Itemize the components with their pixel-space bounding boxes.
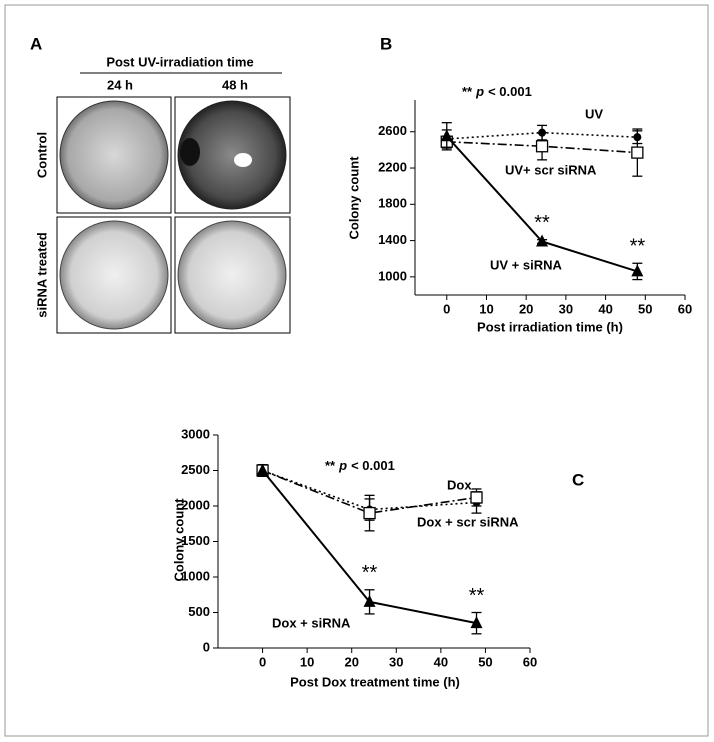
panel-label: C [572,470,584,489]
x-axis-title: Post Dox treatment time (h) [290,674,460,689]
annotation: ** p < 0.001 [325,458,395,473]
x-tick-label: 50 [638,301,652,316]
marker [470,616,483,629]
x-tick-label: 50 [478,654,492,669]
y-tick-label: 3000 [181,426,210,441]
x-tick-label: 60 [523,654,537,669]
x-tick-label: 10 [479,301,493,316]
y-tick-label: 1400 [378,232,407,247]
row-label: Control [34,132,49,178]
x-axis-title: Post irradiation time (h) [477,319,623,334]
y-tick-label: 2500 [181,462,210,477]
series-label: Dox + scr siRNA [417,514,519,529]
y-tick-label: 2600 [378,123,407,138]
significance-mark: ** [534,212,550,234]
y-tick-label: 1000 [378,268,407,283]
column-label: 24 h [107,77,133,92]
series-label: Dox + siRNA [272,615,351,630]
annotation: ** p < 0.001 [462,84,532,99]
marker [631,264,644,277]
y-tick-label: 1000 [181,568,210,583]
y-tick-label: 500 [188,604,210,619]
series-label: UV + siRNA [490,257,562,272]
marker [536,234,549,247]
panel-header: Post UV-irradiation time [106,54,253,69]
x-tick-label: 20 [519,301,533,316]
annotation-part: < 0.001 [351,458,395,473]
x-tick-label: 30 [389,654,403,669]
y-tick-label: 0 [203,639,210,654]
series-line [446,140,638,154]
x-tick-label: 0 [259,654,266,669]
x-tick-label: 60 [678,301,692,316]
series-label: UV+ scr siRNA [505,162,597,177]
marker [535,140,549,153]
x-tick-label: 10 [300,654,314,669]
x-tick-label: 20 [344,654,358,669]
dish-images [56,96,291,334]
x-tick-label: 40 [598,301,612,316]
x-tick-label: 40 [434,654,448,669]
annotation-part: ** [325,458,336,473]
column-label: 48 h [222,77,248,92]
marker [440,129,453,142]
annotation-part: p [338,458,347,473]
y-axis-title: Colony count [346,156,361,240]
panel-label: A [30,34,42,53]
annotation-part: ** [462,84,473,99]
y-tick-label: 1800 [378,196,407,211]
y-axis-title: Colony count [171,498,186,582]
figure-border [4,4,709,737]
y-tick-label: 1500 [181,533,210,548]
marker [363,594,376,607]
marker [470,491,483,504]
series-label: Dox [447,477,472,492]
significance-mark: ** [630,236,646,258]
series-line [262,469,477,511]
y-tick-label: 2200 [378,159,407,174]
y-tick-label: 2000 [181,497,210,512]
panel-label: B [380,34,392,53]
row-label: siRNA treated [34,232,49,318]
significance-mark: ** [362,562,378,584]
x-tick-label: 0 [443,301,450,316]
x-tick-label: 30 [559,301,573,316]
series-label: UV [585,106,603,121]
annotation-part: < 0.001 [488,84,532,99]
marker [363,506,376,520]
marker [631,146,644,159]
significance-mark: ** [469,585,485,607]
annotation-part: p [475,84,484,99]
marker [256,463,269,476]
